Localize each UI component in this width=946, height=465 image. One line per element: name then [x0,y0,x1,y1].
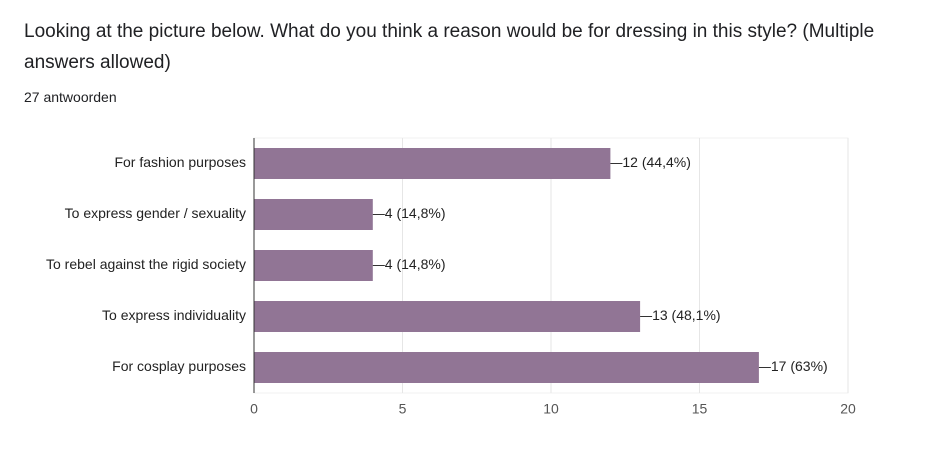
bar [254,301,641,332]
y-tick-label: To express individuality [102,307,246,323]
x-tick-label: 20 [840,401,856,417]
bar [254,199,373,230]
y-tick-label: For fashion purposes [114,154,246,170]
bar [254,148,611,179]
x-tick-label: 5 [399,401,407,417]
value-label: 4 (14,8%) [385,256,446,272]
bar [254,250,373,281]
value-label: 12 (44,4%) [622,154,690,170]
value-label: 17 (63%) [771,358,828,374]
chart-title: Looking at the picture below. What do yo… [24,21,875,73]
value-label: 4 (14,8%) [385,205,446,221]
bar [254,352,759,383]
y-tick-label: To rebel against the rigid society [46,256,246,272]
value-label: 13 (48,1%) [652,307,720,323]
x-tick-label: 0 [250,401,258,417]
chart-subtitle: 27 antwoorden [24,89,117,105]
y-tick-label: To express gender / sexuality [65,205,246,221]
x-tick-label: 10 [543,401,559,417]
y-tick-label: For cosplay purposes [112,358,246,374]
x-tick-label: 15 [692,401,708,417]
